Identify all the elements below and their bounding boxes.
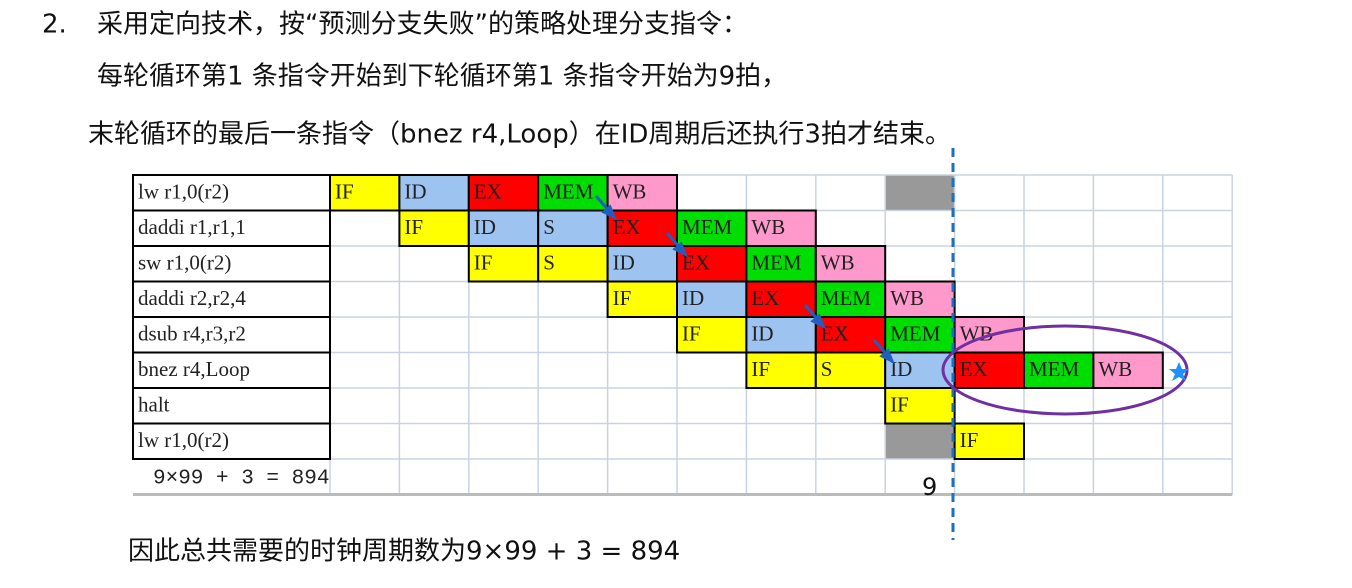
stage-cell (884, 316, 956, 354)
shade (885, 175, 955, 211)
stage-cell (745, 280, 817, 318)
stage-cell (884, 280, 956, 318)
stage: WB (751, 215, 785, 239)
instruction: sw r1,0(r2) (138, 251, 231, 275)
instruction-cell (132, 422, 331, 460)
stage-cell (745, 209, 817, 247)
stage: WB (613, 180, 647, 204)
instruction: daddi r2,r2,4 (138, 286, 246, 310)
stage-cell (606, 174, 678, 212)
stage-cell (953, 422, 1025, 460)
instruction-cell (132, 245, 331, 283)
stage-cell (467, 209, 540, 247)
stage: IF (682, 322, 701, 346)
stage-cell (467, 174, 540, 212)
stage-cell (814, 316, 887, 354)
instruction: daddi r1,r1,1 (138, 215, 246, 239)
stage-cell (537, 209, 609, 247)
stage-cell (676, 316, 748, 354)
stage: WB (1098, 357, 1132, 381)
stage-cell (537, 245, 609, 283)
stage-cell (1092, 351, 1164, 389)
instruction-cell (132, 174, 331, 212)
overlay (594, 148, 1189, 540)
stage-cell (676, 280, 748, 318)
stage: EX (474, 180, 502, 204)
stage-cell (745, 351, 817, 389)
stage-cell (884, 387, 956, 425)
pipeline-table: lw r1,0(r2) IF ID EX MEM WB daddi r1,r1,1 IF ID S… (132, 174, 1233, 501)
shade (885, 423, 955, 459)
stage: IF (751, 357, 770, 381)
stage: IF (404, 215, 423, 239)
stage: ID (474, 215, 496, 239)
stage-cell (676, 245, 748, 283)
heading-number: 2. (42, 10, 67, 40)
stage: WB (821, 251, 855, 275)
stage-cell (606, 280, 678, 318)
star (1169, 362, 1189, 381)
stage-cell (398, 174, 470, 212)
instruction: lw r1,0(r2) (138, 180, 229, 204)
conclusion: 因此总共需要的时钟周期数为9×99 + 3 = 894 (128, 537, 680, 567)
stage: ID (613, 251, 635, 275)
stage: IF (613, 286, 632, 310)
instruction-cell (132, 209, 331, 247)
stage: EX (613, 215, 641, 239)
stage: ID (751, 322, 773, 346)
instruction: lw r1,0(r2) (138, 428, 229, 452)
stage-cell (329, 174, 401, 212)
stage: WB (890, 286, 924, 310)
stage: WB (960, 322, 994, 346)
line: 每轮循环第1 条指令开始到下轮循环第1 条指令开始为9拍， (97, 62, 787, 92)
instruction-cell (132, 280, 331, 318)
stage: MEM (821, 286, 872, 310)
stage: ID (404, 180, 426, 204)
stage: EX (960, 357, 988, 381)
stage: S (543, 251, 555, 275)
stage: MEM (1029, 357, 1080, 381)
stage: S (543, 215, 555, 239)
stage-cell (676, 209, 748, 247)
stage: IF (890, 393, 909, 417)
stage: MEM (543, 180, 594, 204)
instruction-cell (132, 316, 331, 354)
line: 末轮循环的最后一条指令（bnez r4,Loop）在ID周期后还执行3拍才结束。 (88, 120, 951, 150)
stage: MEM (751, 251, 802, 275)
stage: EX (751, 286, 779, 310)
instruction: halt (138, 393, 170, 417)
instruction: bnez r4,Loop (138, 357, 250, 381)
stage: ID (682, 286, 704, 310)
stage: IF (474, 251, 493, 275)
forward-arrows (594, 195, 895, 365)
marker: 9 (922, 473, 937, 501)
stage: EX (821, 322, 849, 346)
stage: IF (335, 180, 354, 204)
stage: MEM (890, 322, 941, 346)
instruction: dsub r4,r3,r2 (138, 322, 246, 346)
stage: S (821, 357, 833, 381)
instruction-cell (132, 351, 331, 389)
instruction-cell (132, 387, 331, 425)
stage-cell (606, 209, 678, 247)
stage: MEM (682, 215, 733, 239)
stage: ID (890, 357, 912, 381)
footer: 9×99 + 3 = 894 (153, 467, 329, 490)
stage-cell (398, 209, 470, 247)
stage: IF (960, 428, 979, 452)
heading-text: 采用定向技术，按“预测分支失败”的策略处理分支指令： (97, 10, 748, 40)
